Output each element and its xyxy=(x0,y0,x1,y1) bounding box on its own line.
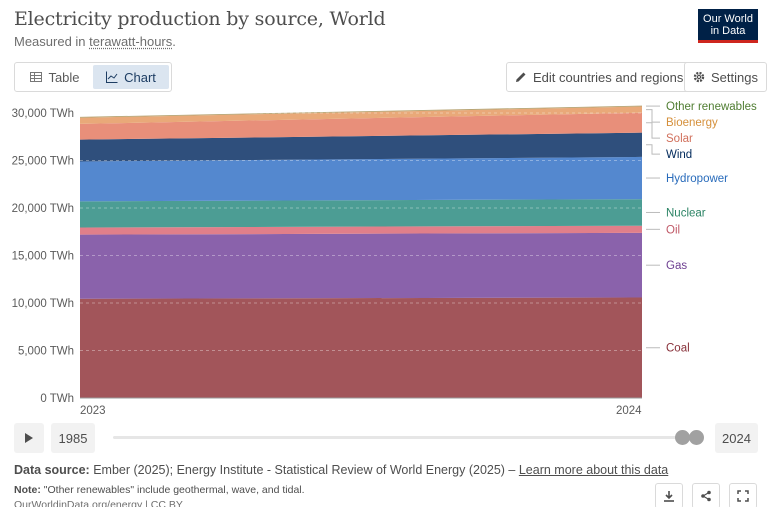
share-icon xyxy=(701,490,711,502)
owid-logo[interactable]: Our World in Data xyxy=(698,9,758,43)
play-button[interactable] xyxy=(14,423,44,453)
area-coal xyxy=(80,297,642,398)
y-tick-label: 15,000 TWh xyxy=(12,251,74,263)
edit-countries-button[interactable]: Edit countries and regions xyxy=(506,62,693,92)
timeline-track[interactable] xyxy=(113,436,703,439)
fullscreen-button[interactable] xyxy=(729,483,757,507)
timeline-start-handle[interactable] xyxy=(675,430,690,445)
area-chart: 0 TWh 5,000 TWh 10,000 TWh 15,000 TWh 20,000… xyxy=(12,101,757,417)
download-icon xyxy=(664,491,674,502)
pencil-icon xyxy=(516,72,526,82)
tab-table-label: Table xyxy=(48,69,80,85)
area-gas xyxy=(80,232,642,299)
timeline-end-handle[interactable] xyxy=(689,430,704,445)
area-hydropower xyxy=(80,156,642,202)
tab-table[interactable]: Table xyxy=(17,65,93,89)
learn-more-link[interactable]: Learn more about this data xyxy=(518,463,669,477)
download-button[interactable] xyxy=(655,483,683,507)
series-label: Wind xyxy=(666,149,692,161)
series-label: Coal xyxy=(666,343,690,355)
chart-subtitle: Measured in terawatt-hours. xyxy=(14,34,176,49)
chart-icon xyxy=(106,71,118,83)
footer-url: OurWorldinData.org/energy | CC BY xyxy=(14,499,183,507)
series-label: Bioenergy xyxy=(666,117,718,129)
label-connector xyxy=(646,122,660,139)
tab-chart-label: Chart xyxy=(124,69,156,85)
y-tick-label: 0 TWh xyxy=(40,393,74,405)
area-nuclear xyxy=(80,199,642,228)
label-connector xyxy=(646,109,660,123)
y-tick-label: 5,000 TWh xyxy=(18,346,74,358)
series-label: Other renewables xyxy=(666,101,757,113)
area-wind xyxy=(80,132,642,162)
area-oil xyxy=(80,225,642,235)
area-bioenergy xyxy=(80,106,642,124)
y-tick-label: 10,000 TWh xyxy=(12,298,74,310)
series-label: Solar xyxy=(666,133,693,145)
data-source: Data source: Ember (2025); Energy Instit… xyxy=(14,463,669,477)
settings-button[interactable]: Settings xyxy=(684,62,767,92)
series-label: Nuclear xyxy=(666,207,706,219)
timeline: 1985 2024 xyxy=(14,423,758,453)
x-tick-label: 2023 xyxy=(80,405,106,417)
series-label: Hydropower xyxy=(666,173,728,185)
area-other-renewables xyxy=(80,105,642,118)
series-label: Gas xyxy=(666,260,687,272)
y-tick-label: 20,000 TWh xyxy=(12,203,74,215)
play-icon xyxy=(25,433,33,443)
fullscreen-icon xyxy=(737,490,749,502)
label-connector xyxy=(646,144,660,155)
timeline-start-year[interactable]: 1985 xyxy=(51,423,95,453)
series-label: Oil xyxy=(666,224,680,236)
x-tick-label: 2024 xyxy=(616,405,642,417)
chart-note: Note: "Other renewables" include geother… xyxy=(14,484,305,496)
tab-chart[interactable]: Chart xyxy=(93,65,169,89)
view-tabs: Table Chart xyxy=(14,62,172,92)
unit-link[interactable]: terawatt-hours xyxy=(89,34,173,49)
area-solar xyxy=(80,112,642,140)
timeline-end-year[interactable]: 2024 xyxy=(715,423,758,453)
table-icon xyxy=(30,72,43,82)
y-tick-label: 25,000 TWh xyxy=(12,156,74,168)
share-button[interactable] xyxy=(692,483,720,507)
y-tick-label: 30,000 TWh xyxy=(12,108,74,120)
chart-title: Electricity production by source, World xyxy=(14,8,386,30)
gear-icon xyxy=(693,71,705,83)
